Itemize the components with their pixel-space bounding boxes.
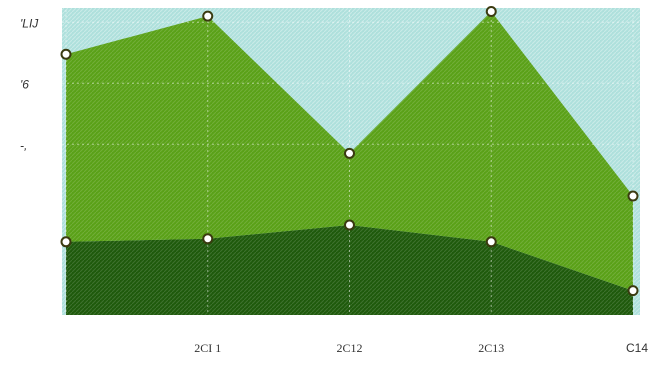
y-tick-label: -, — [20, 138, 27, 152]
marker — [202, 233, 214, 245]
x-tick-label: 2C13 — [478, 341, 504, 355]
marker — [344, 219, 355, 231]
marker — [627, 285, 639, 297]
marker — [344, 147, 355, 159]
x-tick-label: 2CI 1 — [194, 341, 221, 355]
x-tick-label: 2C12 — [336, 341, 362, 355]
y-tick-label: 'LIJ — [20, 16, 39, 30]
marker — [485, 236, 497, 248]
marker — [627, 190, 639, 202]
marker — [485, 6, 497, 18]
marker — [202, 10, 214, 22]
marker — [60, 236, 72, 248]
y-tick-label: '6 — [20, 77, 29, 91]
x-tick-label: C14 — [626, 341, 648, 355]
marker — [60, 48, 72, 60]
